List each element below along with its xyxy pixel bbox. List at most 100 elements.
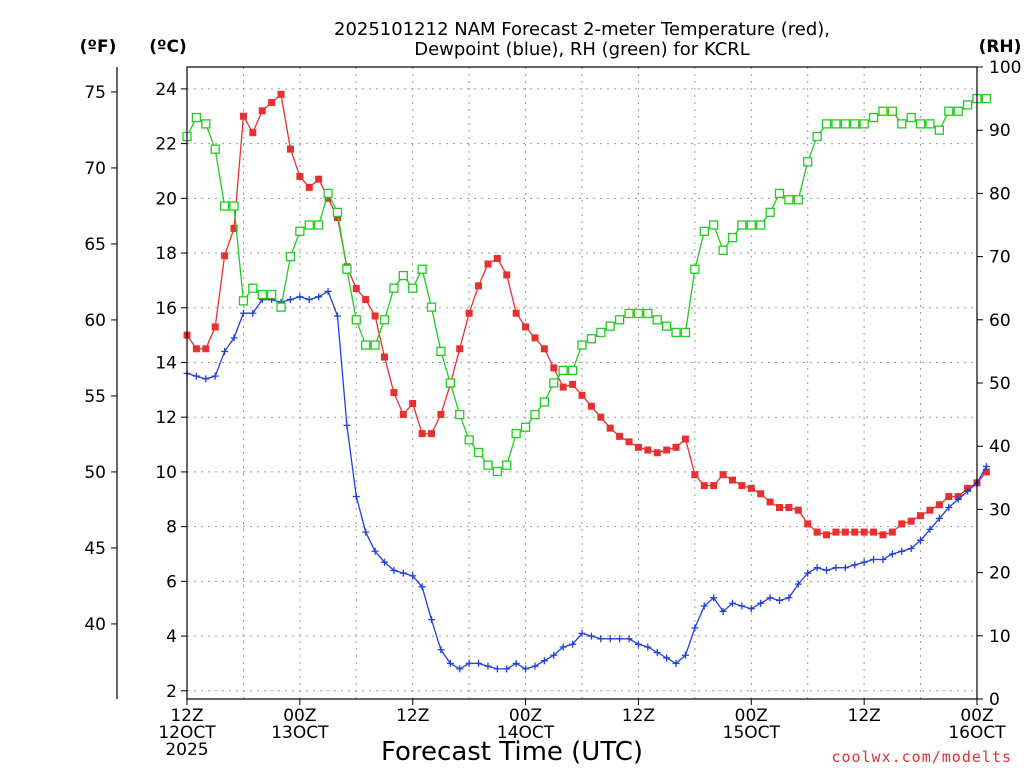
fahrenheit-tick-label: 55 <box>84 387 106 407</box>
dewpoint-point <box>917 536 925 544</box>
rh-point <box>784 195 794 205</box>
dewpoint-point <box>475 659 483 667</box>
temp-point <box>277 90 285 98</box>
rh-tick-label: 40 <box>989 437 1011 457</box>
rh-point <box>483 460 493 470</box>
dewpoint-point <box>747 605 755 613</box>
celsius-tick-label: 22 <box>155 135 177 155</box>
rh-tick-label: 0 <box>989 690 1000 710</box>
rh-axis-label: (RH) <box>979 37 1022 57</box>
dewpoint-point <box>785 594 793 602</box>
celsius-tick-label: 6 <box>166 572 177 592</box>
celsius-tick-label: 14 <box>155 353 177 373</box>
dewpoint-point <box>559 643 567 651</box>
x-tick-label: 14OCT <box>497 723 555 743</box>
dewpoint-point <box>587 632 595 640</box>
rh-point <box>417 264 427 274</box>
dewpoint-point <box>681 651 689 659</box>
plot-frame <box>186 66 978 700</box>
temp-point <box>550 364 558 372</box>
rh-point <box>464 435 474 445</box>
source-credit: coolwx.com/modelts <box>831 748 1012 766</box>
temp-point <box>738 482 746 490</box>
dewpoint-point <box>757 599 765 607</box>
fahrenheit-tick-label: 75 <box>84 83 106 103</box>
rh-point <box>502 460 512 470</box>
grid-lines <box>187 67 977 699</box>
rh-point <box>690 264 700 274</box>
fahrenheit-axis-label: (ºF) <box>80 37 117 57</box>
dewpoint-point <box>794 580 802 588</box>
temp-point <box>681 435 689 443</box>
temp-point <box>616 432 624 440</box>
dewpoint-point <box>465 659 473 667</box>
dewpoint-point <box>616 635 624 643</box>
temp-point <box>888 528 896 536</box>
dewpoint-point <box>540 657 548 665</box>
dewpoint-point <box>512 659 520 667</box>
dewpoint-point <box>333 312 341 320</box>
rh-point <box>229 201 239 211</box>
temp-point <box>437 410 445 418</box>
rh-point <box>953 106 963 116</box>
temp-point <box>230 224 238 232</box>
fahrenheit-tick-label: 70 <box>84 159 106 179</box>
dewpoint-point <box>851 561 859 569</box>
rh-point <box>812 131 822 142</box>
temp-point <box>851 528 859 536</box>
rh-tick-label: 20 <box>989 564 1011 584</box>
temp-point <box>465 309 473 317</box>
dewpoint-point <box>719 607 727 615</box>
temp-point <box>832 528 840 536</box>
rh-point <box>586 334 597 344</box>
rh-point <box>746 220 756 230</box>
rh-point <box>774 188 785 199</box>
rh-point <box>314 220 324 230</box>
x-tick-label: 13OCT <box>271 723 329 743</box>
rh-tick-label: 70 <box>989 248 1011 268</box>
rh-point <box>210 144 220 154</box>
rh-point <box>850 119 860 129</box>
rh-markers <box>182 93 992 477</box>
dewpoint-point <box>296 293 304 301</box>
celsius-tick-label: 18 <box>155 244 177 264</box>
dewpoint-point <box>945 503 953 511</box>
rh-point <box>756 220 766 230</box>
x-tick-label: 00Z <box>509 706 542 726</box>
dewpoint-point <box>644 643 652 651</box>
dewpoint-point <box>691 624 699 632</box>
rh-point <box>718 245 728 255</box>
rh-point <box>539 397 550 407</box>
temp-point <box>296 172 304 180</box>
dewpoint-point <box>578 629 586 637</box>
rh-point <box>285 251 296 262</box>
dewpoint-point <box>700 602 708 610</box>
axes: 2468101214161820222440455055606570750102… <box>84 58 1021 760</box>
rh-point <box>859 119 869 129</box>
temp-point <box>785 503 793 511</box>
temp-point <box>258 107 266 115</box>
temp-point <box>221 252 229 260</box>
temp-point <box>249 129 257 137</box>
temp-point <box>484 260 492 268</box>
rh-point <box>436 346 446 357</box>
rh-point <box>549 378 559 388</box>
rh-point <box>605 321 615 331</box>
temp-point <box>907 517 915 525</box>
rh-point <box>944 106 954 116</box>
dewpoint-point <box>738 602 746 610</box>
temp-point <box>663 446 671 454</box>
temp-point <box>192 345 200 353</box>
dewpoint-point <box>776 597 783 605</box>
fahrenheit-tick-label: 40 <box>84 615 106 635</box>
dewpoint-point <box>888 550 896 558</box>
data-series <box>182 90 992 673</box>
rh-point <box>765 207 775 218</box>
dewpoint-point <box>982 462 990 470</box>
dewpoint-point <box>663 654 671 662</box>
temp-point <box>390 389 398 397</box>
rh-point <box>962 100 973 110</box>
temp-point <box>399 410 407 418</box>
dewpoint-point <box>841 564 849 572</box>
temp-point <box>926 506 934 514</box>
